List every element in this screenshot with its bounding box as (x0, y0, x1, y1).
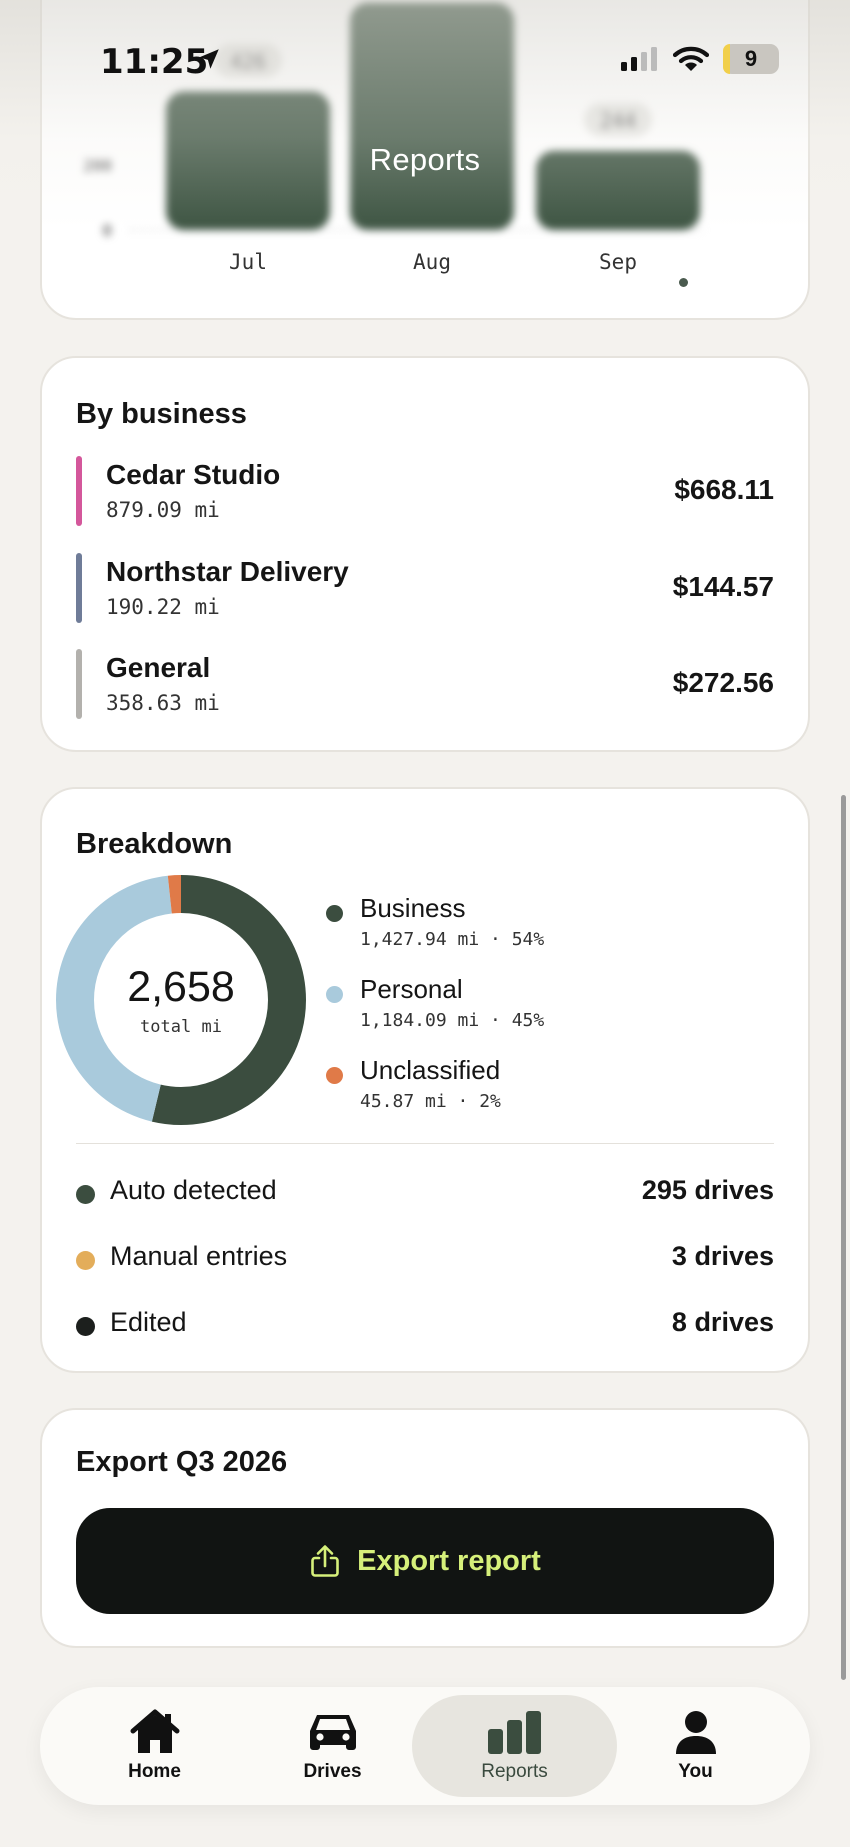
business-name: Cedar Studio (106, 459, 281, 490)
tab-reports[interactable]: Reports (412, 1695, 617, 1797)
selected-month-indicator (679, 278, 688, 287)
y-tick-label: 0 (102, 221, 112, 240)
car-icon (309, 1715, 356, 1750)
person-icon (675, 1711, 716, 1754)
legend-detail: 45.87 mi · 2% (360, 1091, 501, 1112)
miles-donut-chart (56, 875, 306, 1125)
home-icon (130, 1709, 179, 1753)
stat-value: 3 drives (671, 1241, 774, 1271)
business-miles: 358.63 mi (106, 691, 220, 715)
business-name: General (106, 652, 211, 683)
export-card: Export Q3 2026 Export report (40, 1408, 810, 1648)
business-color-bar (76, 649, 82, 719)
status-time: 11:25 (100, 42, 209, 82)
page-title: Reports (369, 142, 481, 177)
business-row[interactable]: General 358.63 mi $272.56 (76, 649, 774, 719)
export-report-button[interactable]: Export report (76, 1508, 774, 1614)
x-tick-label: Jul (229, 250, 267, 274)
by-business-card: By business Cedar Studio 879.09 mi $668.… (40, 356, 810, 752)
stat-edited: Edited 8 drives (76, 1305, 774, 1345)
tab-label: Reports (481, 1761, 548, 1782)
business-name: Northstar Delivery (106, 556, 349, 587)
battery-indicator: 9 (723, 44, 779, 74)
donut-total-unit: total mi (140, 1017, 222, 1037)
wifi-icon (673, 46, 709, 71)
breakdown-title: Breakdown (76, 828, 233, 860)
stat-dot (76, 1317, 95, 1336)
business-amount: $144.57 (672, 571, 774, 602)
tab-home[interactable]: Home (52, 1695, 257, 1797)
legend-detail: 1,427.94 mi · 54% (360, 929, 545, 950)
share-icon (311, 1545, 339, 1577)
breakdown-card: Breakdown 2,658 total mi Business 1,427.… (40, 787, 810, 1373)
status-indicators: 9 (621, 44, 779, 74)
tab-you[interactable]: You (593, 1695, 798, 1797)
stat-value: 295 drives (641, 1175, 774, 1205)
tab-drives[interactable]: Drives (230, 1695, 435, 1797)
stat-dot (76, 1185, 95, 1204)
data-label: 426 (230, 50, 266, 74)
legend-dot (326, 986, 343, 1003)
bottom-tab-bar: Home Drives Reports You (40, 1687, 810, 1805)
cellular-signal-icon (621, 47, 657, 71)
stat-label: Edited (110, 1307, 187, 1337)
donut-segment-unclassified (56, 875, 306, 1125)
data-label: 244 (600, 109, 636, 133)
donut-total-miles: 2,658 (127, 963, 235, 1011)
business-color-bar (76, 553, 82, 623)
legend-label: Business (360, 893, 466, 923)
legend-label: Unclassified (360, 1055, 501, 1085)
x-tick-label: Aug (413, 250, 451, 274)
business-miles: 879.09 mi (106, 498, 220, 522)
stat-label: Manual entries (110, 1241, 288, 1271)
donut-segment-personal (56, 875, 306, 1125)
export-report-label: Export report (357, 1544, 541, 1577)
bar-aug (350, 2, 514, 230)
business-miles: 190.22 mi (106, 595, 220, 619)
location-arrow-icon (199, 49, 219, 69)
stat-label: Auto detected (110, 1175, 277, 1205)
business-row[interactable]: Cedar Studio 879.09 mi $668.11 (76, 456, 774, 526)
stat-value: 8 drives (671, 1307, 774, 1337)
tab-label: Home (128, 1761, 181, 1782)
business-color-bar (76, 456, 82, 526)
export-title: Export Q3 2026 (76, 1446, 288, 1478)
scrollbar[interactable] (841, 795, 846, 1680)
bar-chart-icon (487, 1711, 541, 1754)
stat-dot (76, 1251, 95, 1270)
business-amount: $272.56 (672, 667, 774, 698)
legend-dot (326, 1067, 343, 1084)
legend-label: Personal (360, 974, 463, 1004)
tab-label: Drives (303, 1761, 362, 1782)
legend-dot (326, 905, 343, 922)
stat-manual-entries: Manual entries 3 drives (76, 1239, 774, 1279)
legend-detail: 1,184.09 mi · 45% (360, 1010, 545, 1031)
business-row[interactable]: Northstar Delivery 190.22 mi $144.57 (76, 553, 774, 623)
stat-auto-detected: Auto detected 295 drives (76, 1173, 774, 1213)
battery-level: 9 (744, 46, 758, 71)
tab-label: You (678, 1761, 713, 1782)
business-amount: $668.11 (674, 474, 774, 505)
breakdown-divider (76, 1143, 774, 1144)
by-business-title: By business (76, 398, 247, 430)
x-tick-label: Sep (599, 250, 637, 274)
